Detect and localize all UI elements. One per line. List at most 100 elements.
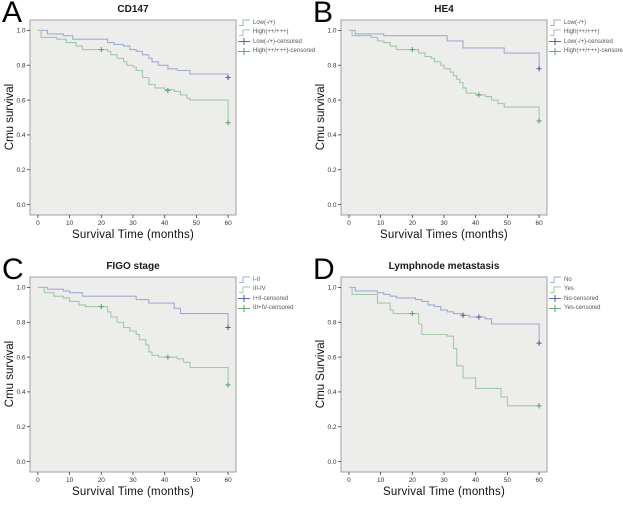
x-tick-label: 30 xyxy=(129,477,137,484)
legend-label: Low(-/+) xyxy=(564,19,587,26)
km-survival-plot: 0 10 20 30 40 50 60 0.0 0.2 0.4 0.6 0.8 1.0 xyxy=(16,19,237,227)
x-tick-label: 0 xyxy=(347,477,351,484)
panel-lymphnode-metastasis: D Lymphnode metastasis Cmu Survival 0 10 2… xyxy=(311,253,622,514)
legend: Low(-/+) High(++/+++) Low(-/+)-censored Hig… xyxy=(549,18,623,56)
plot-area xyxy=(340,276,548,473)
legend: I-II III-IV I+II-censored III+IV-censored xyxy=(238,275,294,313)
legend-censor-icon xyxy=(549,295,561,302)
legend-item: Low(-/+) xyxy=(238,18,315,27)
chart-title: HE4 xyxy=(434,4,454,15)
legend-item: High(++/+++)-censored xyxy=(549,47,623,56)
x-tick-label: 30 xyxy=(440,220,448,227)
y-tick-label: 0.8 xyxy=(16,62,25,69)
plot-area xyxy=(340,19,548,216)
legend-item: Low(-/+) xyxy=(549,18,623,27)
panel-letter: B xyxy=(313,0,334,29)
y-tick-label: 0.6 xyxy=(327,97,336,104)
legend-label: I-II xyxy=(253,276,260,283)
km-survival-plot: 0 10 20 30 40 50 60 0.0 0.2 0.4 0.6 0.8 1.0 xyxy=(16,276,237,484)
legend: Low(-/+) High(++/+++) Low(-/+)-censored Hig… xyxy=(238,18,315,56)
y-tick-label: 0.0 xyxy=(327,459,336,466)
y-tick-label: 0.8 xyxy=(327,319,336,326)
legend-item: High(++/+++)-censored xyxy=(238,47,315,56)
legend-label: Yes-censored xyxy=(564,305,601,311)
y-tick-label: 1.0 xyxy=(327,28,336,35)
legend-censor-icon xyxy=(238,47,250,55)
legend-item: Yes xyxy=(549,285,600,294)
panel-he4: B HE4 Cmu survival 0 10 20 30 40 50 60 0.0 0.2 0.… xyxy=(311,0,623,257)
survival-curve xyxy=(348,286,540,407)
x-tick-label: 20 xyxy=(409,477,417,484)
survival-curve xyxy=(37,286,229,328)
legend-label: Low(-/+)-censored xyxy=(564,38,613,45)
panel-letter: C xyxy=(2,253,24,286)
x-axis-label: Survival Time (months) xyxy=(72,486,194,498)
legend-censor-icon xyxy=(238,38,250,45)
y-tick-label: 0.2 xyxy=(327,167,336,174)
x-tick-label: 30 xyxy=(440,477,448,484)
legend-label: No-censored xyxy=(564,295,599,302)
chart-title: Lymphnode metastasis xyxy=(388,261,500,272)
x-tick-label: 60 xyxy=(535,220,543,227)
legend-label: High(++/+++) xyxy=(564,29,600,35)
legend-label: No xyxy=(564,276,572,283)
legend-label: High(++/+++)-censored xyxy=(564,48,623,54)
legend-label: III-IV xyxy=(253,286,266,292)
plot-area xyxy=(29,276,237,473)
x-tick-label: 0 xyxy=(347,220,351,227)
legend-item: III+IV-censored xyxy=(238,304,294,313)
x-tick-label: 60 xyxy=(224,220,232,227)
y-tick-label: 0.4 xyxy=(327,389,336,396)
y-tick-label: 0.2 xyxy=(16,167,25,174)
x-tick-label: 40 xyxy=(161,220,169,227)
legend-item: I+II-censored xyxy=(238,294,294,303)
y-tick-label: 0.0 xyxy=(16,459,25,466)
x-tick-label: 40 xyxy=(472,477,480,484)
x-tick-label: 10 xyxy=(66,477,74,484)
x-tick-label: 60 xyxy=(535,477,543,484)
x-tick-label: 10 xyxy=(377,220,385,227)
legend: No Yes No-censored Yes-censored xyxy=(549,275,600,313)
panel-letter: D xyxy=(313,253,335,286)
y-tick-label: 1.0 xyxy=(327,285,336,292)
y-tick-label: 0.4 xyxy=(327,132,336,139)
legend-censor-icon xyxy=(549,38,561,45)
y-tick-label: 0.8 xyxy=(327,62,336,69)
y-tick-label: 1.0 xyxy=(16,28,25,35)
x-tick-label: 10 xyxy=(66,220,74,227)
x-tick-label: 40 xyxy=(161,477,169,484)
y-tick-label: 0.8 xyxy=(16,319,25,326)
chart-title: CD147 xyxy=(117,4,149,15)
legend-item: No xyxy=(549,275,600,284)
survival-curve xyxy=(37,29,229,78)
km-survival-plot: 0 10 20 30 40 50 60 0.0 0.2 0.4 0.6 0.8 1.0 xyxy=(327,19,548,227)
legend-item: High(++/+++) xyxy=(549,28,623,37)
y-tick-label: 0.4 xyxy=(16,132,25,139)
survival-curve xyxy=(348,29,540,121)
x-tick-label: 50 xyxy=(193,477,201,484)
panel-letter: A xyxy=(2,0,23,29)
legend-censor-icon xyxy=(549,304,561,312)
legend-item: Low(-/+)-censored xyxy=(238,37,315,46)
legend-line-icon xyxy=(239,286,250,293)
survival-curve xyxy=(37,29,229,123)
x-tick-label: 20 xyxy=(409,220,417,227)
legend-line-icon xyxy=(239,29,250,36)
y-tick-label: 0.0 xyxy=(16,202,25,209)
y-tick-label: 0.2 xyxy=(16,424,25,431)
legend-label: Low(-/+)-censored xyxy=(253,38,302,45)
legend-item: III-IV xyxy=(238,285,294,294)
legend-item: No-censored xyxy=(549,294,600,303)
x-tick-label: 60 xyxy=(224,477,232,484)
legend-censor-icon xyxy=(238,304,250,312)
legend-line-icon xyxy=(239,19,250,26)
x-tick-label: 0 xyxy=(36,477,40,484)
x-tick-label: 0 xyxy=(36,220,40,227)
x-tick-label: 20 xyxy=(98,477,106,484)
legend-label: I+II-censored xyxy=(253,295,289,302)
legend-item: I-II xyxy=(238,275,294,284)
x-axis-label: Survival Time (months) xyxy=(383,486,505,498)
legend-line-icon xyxy=(239,276,250,283)
chart-title: FIGO stage xyxy=(106,261,160,272)
